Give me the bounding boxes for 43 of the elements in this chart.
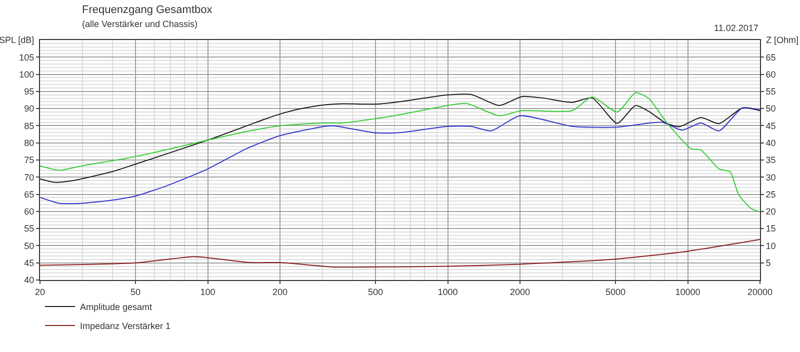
legend-label: Impedanz Verstärker 1 [80, 321, 171, 332]
y-tick-label: 60 [24, 206, 34, 217]
x-tick-label: 100 [200, 286, 216, 297]
y2-tick-label: 10 [766, 240, 776, 251]
legend-label: Amplitude gesamt [80, 302, 153, 312]
x-tick-label: 50 [130, 286, 141, 297]
y-tick-label: 50 [24, 240, 34, 251]
y-tick-label: 100 [19, 69, 34, 80]
x-tick-label: 20 [34, 286, 46, 297]
y-tick-label: 70 [24, 172, 34, 182]
y2-tick-label: 50 [766, 104, 776, 114]
y-tick-label: 85 [24, 120, 34, 131]
y2-tick-label: 20 [766, 206, 776, 217]
x-tick-label: 2000 [510, 286, 530, 297]
y2-tick-label: 30 [766, 172, 776, 182]
x-tick-label: 20000 [747, 286, 773, 297]
x-tick-label: 500 [368, 286, 384, 297]
y-tick-label: 55 [24, 224, 34, 234]
y-tick-label: 90 [24, 104, 34, 114]
y-tick-label: 75 [24, 155, 34, 166]
y2-tick-label: 15 [766, 224, 776, 234]
x-tick-label: 200 [272, 286, 288, 297]
y-tick-label: 105 [19, 52, 34, 62]
chart-subtitle: (alle Verstärker und Chassis) [82, 19, 198, 29]
y2-tick-label: 55 [766, 86, 776, 97]
y2-tick-label: 65 [766, 52, 776, 62]
text: 11.02.2017 [714, 23, 758, 33]
y2-tick-label: 40 [766, 138, 776, 148]
y-tick-label: 80 [24, 138, 34, 148]
y2-tick-label: 60 [766, 69, 776, 80]
x-tick-label: 5000 [605, 286, 626, 297]
chart-title: Frequenzgang Gesamtbox [82, 4, 213, 16]
y2-tick-label: 45 [766, 120, 776, 131]
y-tick-label: 65 [24, 189, 34, 200]
y2-tick-label: 25 [766, 189, 776, 200]
y2-tick-label: 35 [766, 155, 776, 166]
y2-tick-label: 5 [766, 258, 771, 268]
y-tick-label: 45 [24, 258, 34, 268]
x-tick-label: 1000 [438, 286, 458, 297]
x-tick-label: 10000 [675, 286, 700, 297]
y-tick-label: 95 [24, 86, 34, 97]
y-tick-label: 40 [24, 275, 34, 286]
y2-axis-title: Z [Ohm] [766, 35, 799, 45]
